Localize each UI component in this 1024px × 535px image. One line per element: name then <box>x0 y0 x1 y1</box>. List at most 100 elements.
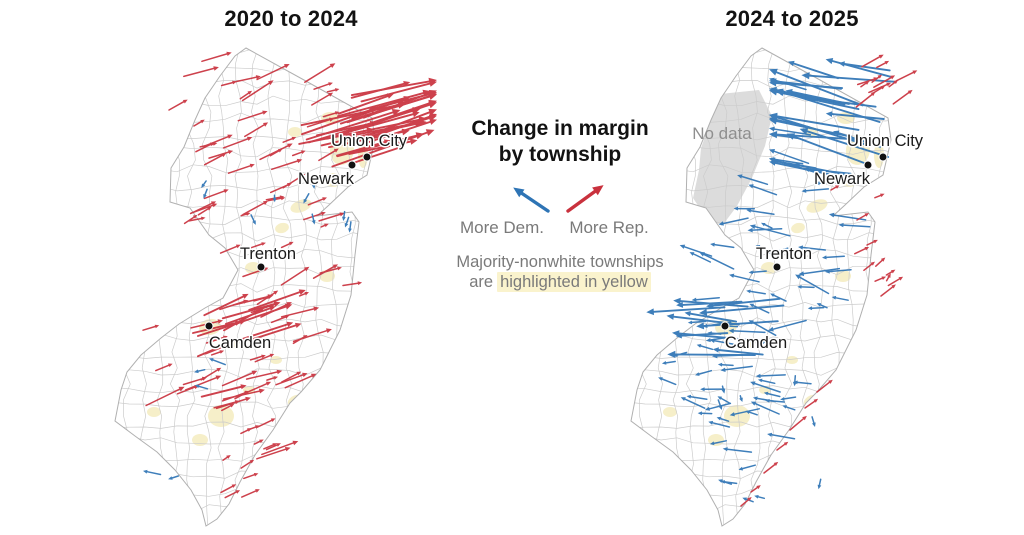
margin-arrow-rep <box>205 335 228 344</box>
margin-arrow-dem <box>769 126 812 136</box>
margin-arrow-dem <box>798 267 841 277</box>
margin-arrow-rep <box>306 117 335 128</box>
margin-arrow-dem <box>717 399 723 410</box>
yellow-township <box>724 405 750 427</box>
margin-arrow-rep <box>233 75 261 83</box>
margin-arrow-dem <box>769 157 804 165</box>
margin-arrow-rep <box>313 82 333 90</box>
city-dot-union-city <box>362 152 372 162</box>
margin-arrow-dem <box>696 344 714 351</box>
margin-arrow-rep <box>888 80 899 88</box>
margin-arrow-rep <box>866 239 878 246</box>
margin-arrow-rep <box>320 223 329 228</box>
margin-arrow-rep <box>142 324 160 331</box>
margin-arrow-dem <box>811 416 816 427</box>
margin-arrow-rep <box>885 269 896 276</box>
city-dot-newark <box>863 160 873 170</box>
city-label-trenton: Trenton <box>240 245 296 263</box>
margin-arrow-rep <box>183 66 219 78</box>
margin-arrow-rep <box>210 350 225 356</box>
margin-arrow-rep <box>252 322 302 340</box>
margin-arrow-rep <box>860 81 870 88</box>
margin-arrow-dem <box>825 58 894 79</box>
margin-arrow-rep <box>311 92 334 106</box>
margin-arrow-dem <box>780 396 797 401</box>
margin-arrow-dem <box>825 111 885 120</box>
margin-arrow-rep <box>312 264 338 279</box>
margin-arrow-rep <box>183 214 198 225</box>
margin-arrow-rep <box>326 88 340 93</box>
margin-arrow-dem <box>717 396 730 404</box>
yellow-township <box>764 465 778 475</box>
margin-arrow-rep <box>241 321 294 340</box>
margin-arrow-rep <box>291 150 306 157</box>
margin-arrow-rep <box>227 163 255 174</box>
margin-arrow-dem <box>689 252 712 263</box>
margin-arrow-rep <box>247 242 266 250</box>
margin-arrow-dem <box>691 296 720 302</box>
margin-arrow-dem <box>767 432 796 440</box>
city-marker-union-city: Union City <box>329 131 409 162</box>
city-label-newark: Newark <box>814 170 871 188</box>
margin-arrow-rep <box>269 183 292 194</box>
margin-arrow-dem <box>718 217 749 226</box>
margin-arrow-rep <box>219 244 241 254</box>
margin-arrow-dem <box>755 245 768 250</box>
city-label-camden: Camden <box>725 334 787 352</box>
margin-arrow-rep <box>256 447 291 460</box>
margin-arrow-dem <box>700 387 725 392</box>
margin-arrow-rep <box>203 189 229 200</box>
margin-arrow-rep <box>266 376 278 381</box>
margin-arrow-dem <box>752 396 777 403</box>
margin-arrow-dem <box>769 68 864 107</box>
margin-arrow-dem <box>705 336 733 343</box>
margin-arrow-rep <box>203 293 249 317</box>
no-data-region <box>693 90 772 226</box>
margin-arrow-rep <box>219 299 249 311</box>
margin-arrow-rep <box>201 51 232 63</box>
margin-arrow-dem <box>769 117 853 138</box>
margin-arrow-rep <box>281 371 302 383</box>
margin-arrow-rep <box>196 338 240 358</box>
margin-arrow-rep <box>368 118 437 143</box>
margin-arrow-dem <box>799 127 890 158</box>
margin-arrow-dem <box>344 216 350 228</box>
margin-arrow-dem <box>749 303 770 314</box>
margin-arrow-dem <box>272 194 277 203</box>
margin-arrow-rep <box>256 418 276 428</box>
margin-arrow-rep <box>248 289 306 311</box>
margin-arrow-dem <box>754 495 766 500</box>
legend-title-line2: by township <box>498 143 622 166</box>
margin-arrow-rep <box>854 247 870 255</box>
margin-arrow-dem <box>673 351 688 357</box>
margin-arrow-dem <box>699 252 735 270</box>
margin-arrow-rep <box>322 111 340 118</box>
margin-arrow-dem <box>748 270 767 275</box>
legend-note-line2: are highlighted in yellow <box>440 272 680 292</box>
margin-arrow-rep <box>566 185 604 213</box>
margin-arrow-dem <box>745 410 758 416</box>
yellow-township <box>192 434 208 446</box>
margin-arrow-dem <box>303 193 310 204</box>
margin-arrow-dem <box>708 420 731 428</box>
margin-arrow-rep <box>776 441 789 451</box>
city-marker-trenton: Trenton <box>238 244 298 272</box>
margin-arrow-dem <box>722 447 753 453</box>
margin-arrow-rep <box>245 369 283 380</box>
margin-arrow-rep <box>369 91 437 111</box>
margin-arrow-dem <box>311 213 316 225</box>
margin-arrow-dem <box>712 347 764 356</box>
margin-arrow-rep <box>856 213 870 221</box>
city-label-camden: Camden <box>209 334 271 352</box>
margin-arrow-dem <box>709 440 727 446</box>
margin-arrow-rep <box>241 489 260 498</box>
margin-arrow-rep <box>284 373 317 389</box>
margin-arrow-dem <box>769 112 860 131</box>
margin-arrow-dem <box>658 377 677 386</box>
margin-arrow-rep <box>804 398 819 409</box>
margin-arrow-rep <box>874 276 887 282</box>
margin-arrow-rep <box>256 64 290 81</box>
margin-arrow-dem <box>728 328 766 334</box>
margin-arrow-rep <box>265 443 281 451</box>
margin-arrow-dem <box>831 295 849 301</box>
